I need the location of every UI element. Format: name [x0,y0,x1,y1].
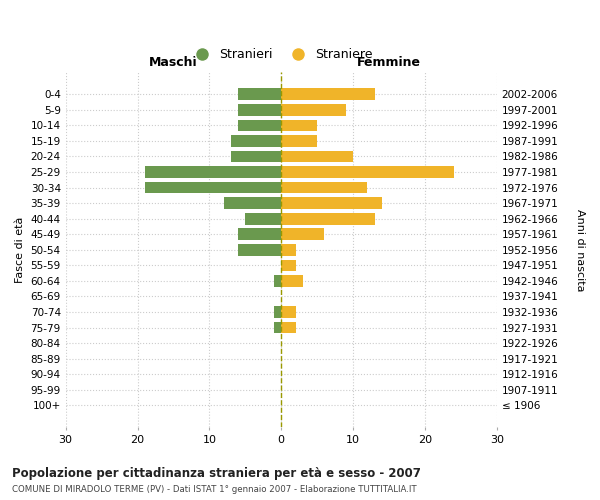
Bar [238,120,281,131]
Bar [224,198,281,209]
Bar [145,182,281,194]
Bar [281,166,454,178]
Bar [281,198,382,209]
Bar [238,88,281,100]
Text: Maschi: Maschi [149,56,198,68]
Bar [274,275,281,287]
Bar [281,120,317,131]
Bar [231,150,281,162]
Bar [281,104,346,116]
Legend: Stranieri, Straniere: Stranieri, Straniere [184,43,378,66]
Bar [274,306,281,318]
Bar [281,322,296,334]
Text: Popolazione per cittadinanza straniera per età e sesso - 2007: Popolazione per cittadinanza straniera p… [12,468,421,480]
Bar [145,166,281,178]
Bar [238,104,281,116]
Bar [238,244,281,256]
Y-axis label: Anni di nascita: Anni di nascita [575,208,585,291]
Bar [238,228,281,240]
Bar [281,88,374,100]
Text: COMUNE DI MIRADOLO TERME (PV) - Dati ISTAT 1° gennaio 2007 - Elaborazione TUTTIT: COMUNE DI MIRADOLO TERME (PV) - Dati IST… [12,486,416,494]
Bar [274,322,281,334]
Bar [245,213,281,224]
Y-axis label: Fasce di età: Fasce di età [15,216,25,283]
Text: Femmine: Femmine [357,56,421,68]
Bar [281,182,367,194]
Bar [281,275,303,287]
Bar [281,150,353,162]
Bar [281,135,317,146]
Bar [281,306,296,318]
Bar [281,260,296,271]
Bar [281,213,374,224]
Bar [231,135,281,146]
Bar [281,244,296,256]
Bar [281,228,325,240]
